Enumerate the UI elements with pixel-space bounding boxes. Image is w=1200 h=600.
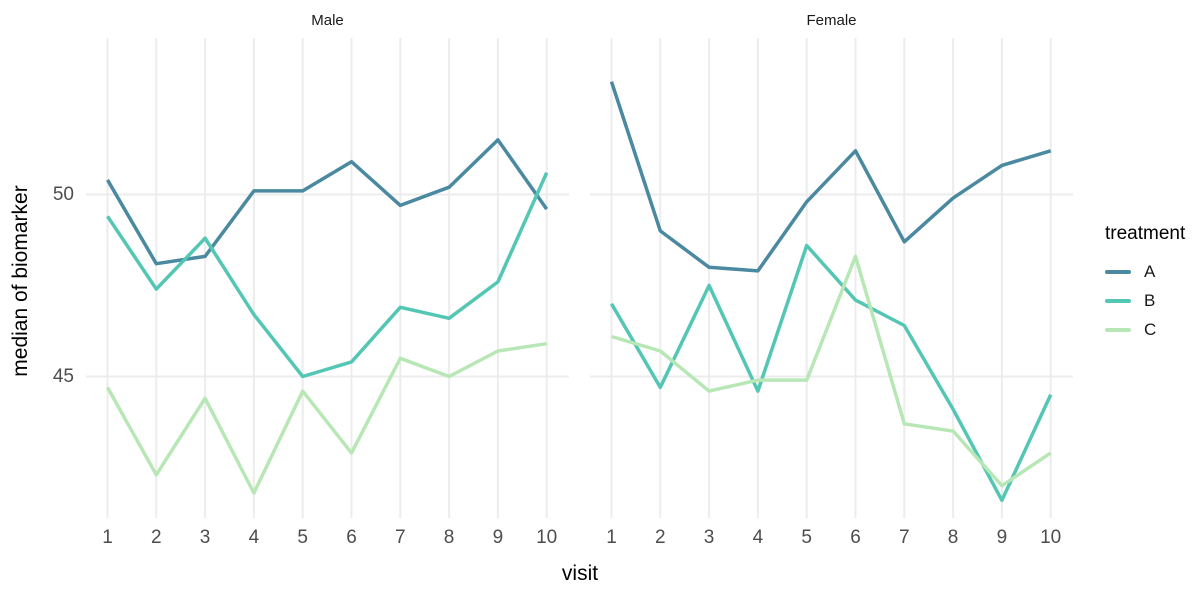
legend-label: A (1144, 261, 1156, 281)
panel-plot-area (86, 38, 569, 518)
legend-title: treatment (1105, 223, 1186, 244)
series-line-C (611, 254, 1052, 488)
legend-swatch-A (1105, 269, 1131, 274)
x-tick-label: 6 (850, 527, 861, 548)
x-tick-label: 4 (248, 527, 260, 548)
x-tick-label: 5 (297, 527, 308, 548)
series-line-B (106, 171, 549, 379)
series-line-A (105, 138, 549, 266)
x-tick-label: 6 (346, 527, 357, 548)
x-tick-label: 7 (899, 527, 910, 548)
x-tick-label: 10 (1040, 527, 1062, 548)
facet-strip-female: Female (806, 12, 857, 29)
x-tick-label: 2 (151, 527, 162, 548)
x-tick-label: 5 (801, 527, 812, 548)
x-tick-label: 8 (443, 527, 455, 548)
x-tick-label: 2 (655, 527, 666, 548)
legend-item-B: B (1105, 286, 1185, 315)
y-tick-label: 50 (52, 183, 74, 205)
x-axis-title: visit (561, 562, 599, 585)
legend-item-A: A (1105, 257, 1185, 286)
x-tick-label: 9 (492, 527, 504, 548)
x-tick-label: 9 (996, 527, 1008, 548)
legend-swatch-C (1105, 327, 1131, 332)
series-line-B (609, 243, 1053, 503)
x-tick-label: 8 (947, 527, 959, 548)
panel-female (590, 38, 1073, 518)
panel-male (86, 38, 569, 518)
legend-swatch-B (1105, 298, 1131, 303)
panel-plot-area (590, 38, 1073, 518)
legend-item-C: C (1105, 315, 1185, 344)
x-tick-label: 1 (102, 527, 113, 548)
x-tick-label: 1 (606, 527, 617, 548)
legend-label: B (1144, 290, 1156, 310)
x-tick-label: 7 (395, 527, 406, 548)
x-tick-label: 4 (752, 527, 764, 548)
y-tick-label: 45 (52, 365, 74, 387)
facet-strip-male: Male (311, 12, 344, 29)
x-tick-label: 10 (536, 527, 558, 548)
x-tick-label: 3 (703, 527, 715, 548)
x-tick-label: 3 (199, 527, 211, 548)
series-line-C (105, 341, 547, 495)
legend-label: C (1144, 319, 1157, 339)
series-line-A (609, 81, 1052, 273)
